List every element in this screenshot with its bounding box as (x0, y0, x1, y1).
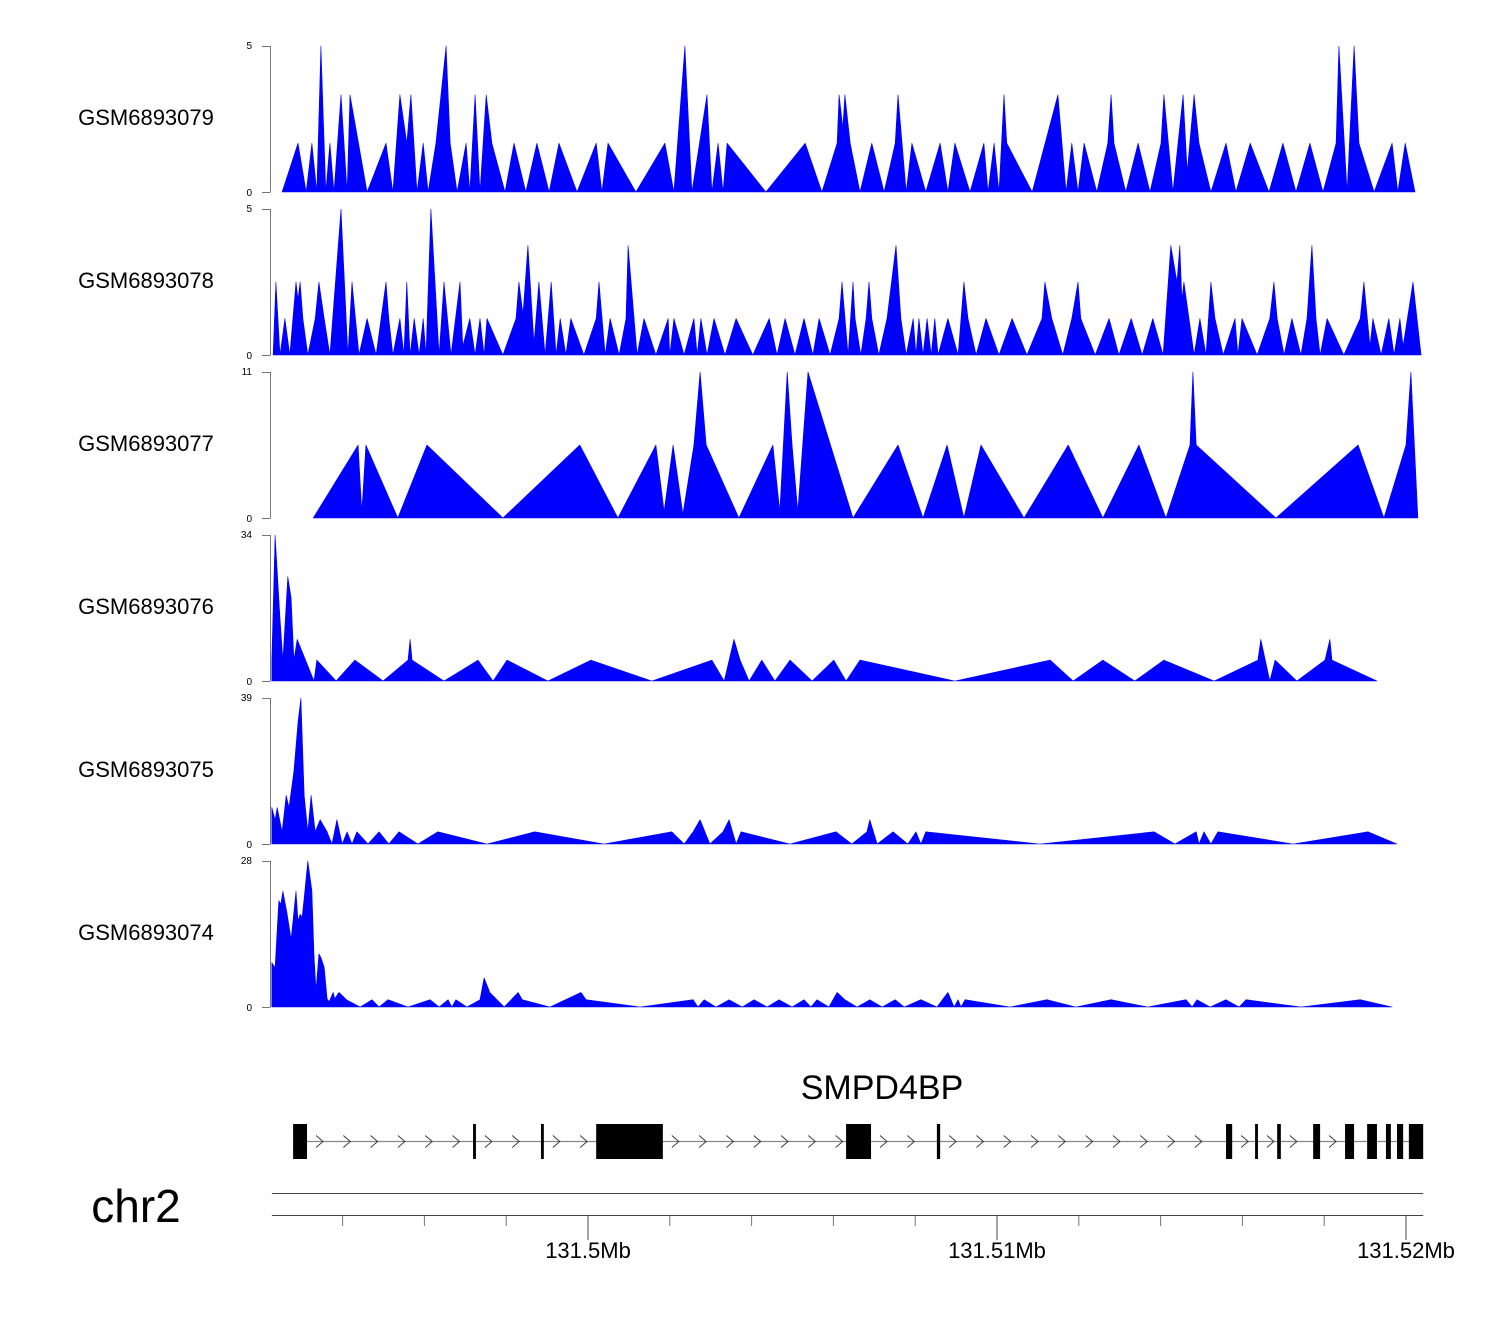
track-label: GSM6893076 (78, 594, 214, 619)
axis-tick-label: 131.51Mb (948, 1238, 1046, 1263)
track-GSM6893079: GSM6893079 5 0 (78, 41, 1416, 199)
strand-chevron-icon (1328, 1135, 1337, 1148)
strand-chevron-icon (1194, 1135, 1203, 1148)
exon (1313, 1124, 1321, 1159)
strand-chevron-icon (1030, 1135, 1039, 1148)
strand-chevron-icon (370, 1135, 379, 1148)
strand-chevron-icon (1058, 1135, 1067, 1148)
track-GSM6893075: GSM6893075 39 0 (78, 693, 1398, 851)
track-label: GSM6893075 (78, 757, 214, 782)
strand-chevron-icon (835, 1135, 844, 1148)
strand-chevron-icon (1085, 1135, 1094, 1148)
exon (540, 1124, 544, 1159)
track-label: GSM6893079 (78, 105, 214, 130)
exon (1277, 1124, 1281, 1159)
strand-chevron-icon (1139, 1135, 1148, 1148)
strand-chevron-icon (484, 1135, 493, 1148)
exon (1367, 1124, 1377, 1159)
exon (1408, 1124, 1424, 1159)
strand-chevron-icon (424, 1135, 433, 1148)
y-tick-label-min: 0 (246, 677, 252, 688)
coverage-area (312, 371, 1419, 519)
exon (1255, 1124, 1258, 1159)
track-label: GSM6893077 (78, 431, 214, 456)
exon (1226, 1124, 1233, 1159)
strand-chevron-icon (1167, 1135, 1176, 1148)
y-tick-label-min: 0 (246, 840, 252, 851)
strand-chevron-icon (315, 1135, 324, 1148)
genome-axis: chr2 131.5Mb 131.51Mb 131.52Mb (91, 1180, 1455, 1263)
exon (473, 1124, 476, 1159)
exon (293, 1124, 308, 1159)
strand-chevron-icon (671, 1135, 680, 1148)
strand-chevron-icon (552, 1135, 561, 1148)
exon (846, 1124, 872, 1159)
y-tick-label-max: 5 (246, 41, 252, 52)
track-GSM6893078: GSM6893078 5 0 (78, 204, 1422, 362)
strand-chevron-icon (808, 1135, 817, 1148)
y-tick-label-max: 34 (241, 530, 253, 541)
axis-tick-label: 131.5Mb (545, 1238, 631, 1263)
strand-chevron-icon (1112, 1135, 1121, 1148)
chromosome-label: chr2 (91, 1180, 180, 1232)
track-label: GSM6893074 (78, 920, 214, 945)
track-GSM6893076: GSM6893076 34 0 (78, 530, 1378, 688)
data-tracks: GSM689307950GSM689307850GSM6893077110GSM… (78, 41, 1422, 1014)
track-label: GSM6893078 (78, 268, 214, 293)
y-tick-label-min: 0 (246, 188, 252, 199)
y-tick-label-max: 5 (246, 204, 252, 215)
coverage-area (272, 208, 1422, 356)
y-tick-label-max: 28 (241, 856, 253, 867)
strand-chevron-icon (948, 1135, 957, 1148)
gene-name-label: SMPD4BP (801, 1069, 964, 1107)
coverage-area (281, 45, 1416, 193)
strand-chevron-icon (1003, 1135, 1012, 1148)
strand-chevron-icon (698, 1135, 707, 1148)
strand-chevron-icon (397, 1135, 406, 1148)
strand-chevron-icon (879, 1135, 888, 1148)
strand-chevron-icon (579, 1135, 588, 1148)
y-tick-label-min: 0 (246, 514, 252, 525)
exon (936, 1124, 941, 1159)
coverage-area (271, 697, 1398, 845)
axis-tick-label: 131.52Mb (1357, 1238, 1455, 1263)
strand-chevron-icon (1289, 1135, 1298, 1148)
strand-chevron-icon (343, 1135, 352, 1148)
strand-chevron-icon (1240, 1135, 1249, 1148)
strand-chevron-icon (907, 1135, 916, 1148)
strand-chevron-icon (452, 1135, 461, 1148)
track-GSM6893077: GSM6893077 11 0 (78, 367, 1419, 525)
strand-chevron-icon (976, 1135, 985, 1148)
y-tick-label-max: 11 (242, 367, 253, 378)
strand-chevron-icon (780, 1135, 789, 1148)
coverage-area (271, 534, 1378, 682)
strand-chevron-icon (753, 1135, 762, 1148)
strand-chevron-icon (511, 1135, 520, 1148)
exon (596, 1124, 663, 1159)
gene-track: SMPD4BP (293, 1069, 1424, 1159)
y-tick-label-min: 0 (246, 351, 252, 362)
y-tick-label-min: 0 (246, 1003, 252, 1014)
strand-chevron-icon (726, 1135, 735, 1148)
exon (1397, 1124, 1404, 1159)
exon (1345, 1124, 1355, 1159)
strand-chevron-icon (1266, 1135, 1275, 1148)
track-GSM6893074: GSM6893074 28 0 (78, 856, 1393, 1014)
coverage-area (271, 860, 1393, 1008)
y-tick-label-max: 39 (241, 693, 253, 704)
exon (1385, 1124, 1391, 1159)
